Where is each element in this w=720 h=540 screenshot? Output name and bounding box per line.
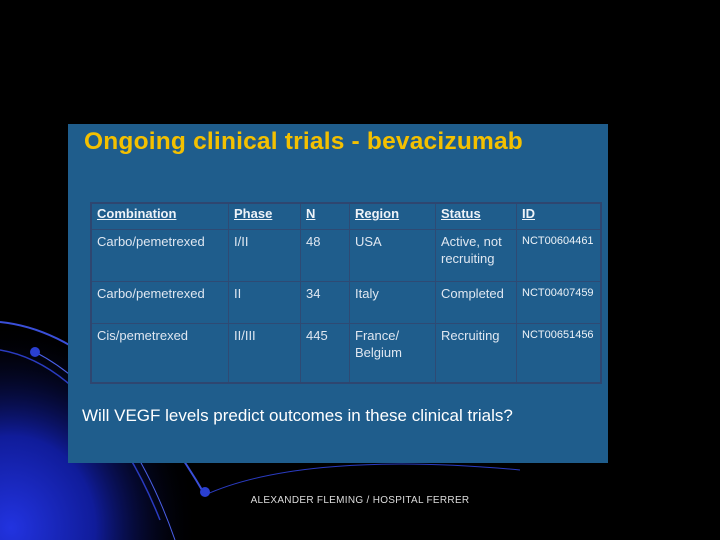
cell-n: 34 (300, 281, 350, 325)
cell-status: Completed (435, 281, 517, 325)
cell-trial-id: NCT00407459 (516, 281, 602, 325)
cell-combination: Carbo/pemetrexed (90, 281, 229, 325)
cell-status: Recruiting (435, 323, 517, 384)
footer-credit: ALEXANDER FLEMING / HOSPITAL FERRER (250, 495, 470, 506)
column-header-status: Status (435, 202, 517, 230)
cell-trial-id: NCT00604461 (516, 228, 602, 283)
table-header-row: Combination Phase N Region Status ID (90, 202, 602, 230)
column-header-region: Region (349, 202, 436, 230)
table-row: Carbo/pemetrexed I/II 48 USA Active, not… (90, 228, 602, 283)
cell-phase: II (228, 281, 301, 325)
cell-combination: Cis/pemetrexed (90, 323, 229, 384)
clinical-trials-table: Combination Phase N Region Status ID Car… (90, 202, 602, 384)
slide-question: Will VEGF levels predict outcomes in the… (82, 406, 513, 425)
swirl-dot (30, 347, 40, 357)
column-header-phase: Phase (228, 202, 301, 230)
cell-region: France/ Belgium (349, 323, 436, 384)
cell-region: USA (349, 228, 436, 283)
cell-region: Italy (349, 281, 436, 325)
cell-combination: Carbo/pemetrexed (90, 228, 229, 283)
swirl-dot (200, 487, 210, 497)
cell-phase: I/II (228, 228, 301, 283)
cell-trial-id: NCT00651456 (516, 323, 602, 384)
slide-content-panel: Ongoing clinical trials - bevacizumab Co… (68, 124, 608, 463)
column-header-combination: Combination (90, 202, 229, 230)
slide-title: Ongoing clinical trials - bevacizumab (84, 128, 523, 155)
table-row: Cis/pemetrexed II/III 445 France/ Belgiu… (90, 323, 602, 384)
swirl-line (204, 463, 521, 496)
cell-n: 48 (300, 228, 350, 283)
column-header-id: ID (516, 202, 602, 230)
cell-n: 445 (300, 323, 350, 384)
cell-phase: II/III (228, 323, 301, 384)
table-row: Carbo/pemetrexed II 34 Italy Completed N… (90, 281, 602, 325)
cell-status: Active, not recruiting (435, 228, 517, 283)
column-header-n: N (300, 202, 350, 230)
